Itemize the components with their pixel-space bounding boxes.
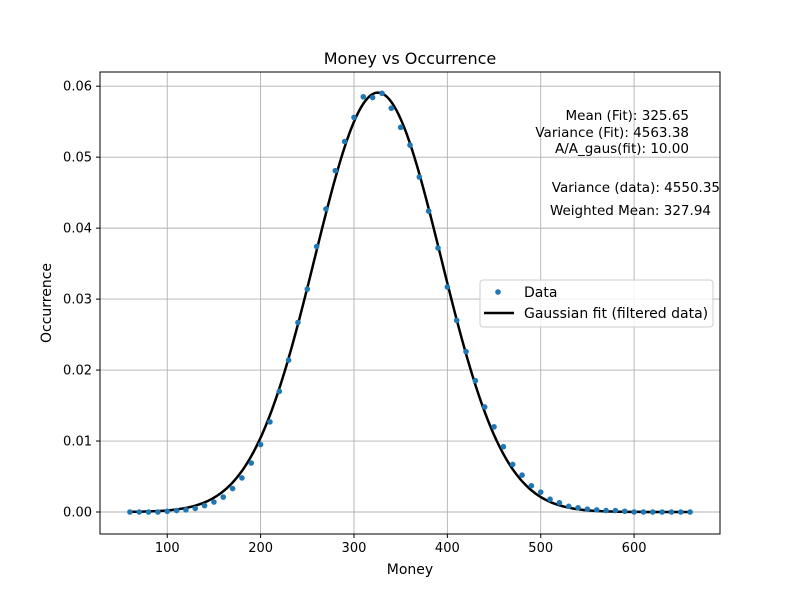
data-point: [341, 138, 348, 145]
x-tick-label: 200: [248, 541, 273, 556]
data-point: [360, 94, 367, 100]
data-point: [612, 507, 619, 514]
data-point: [444, 284, 451, 290]
y-tick-label: 0.00: [63, 506, 92, 521]
data-point: [537, 489, 544, 495]
data-point: [463, 348, 469, 355]
data-point: [491, 424, 497, 430]
annotation-amplitude-ratio: A/A_gaus(fit): 10.00: [555, 141, 689, 157]
x-axis-label: Money: [387, 562, 433, 578]
data-point: [257, 441, 264, 448]
data-point: [603, 507, 609, 514]
data-point: [640, 509, 647, 515]
x-tick-label: 600: [622, 541, 647, 556]
legend-box: [479, 279, 714, 328]
legend-label-data: Data: [524, 285, 557, 301]
data-point: [435, 245, 441, 251]
data-point: [192, 505, 199, 512]
data-point: [677, 509, 684, 515]
x-tick-label: 500: [528, 541, 553, 556]
legend-label-fit: Gaussian fit (filtered data): [524, 306, 708, 322]
x-tick-label: 400: [435, 541, 460, 556]
data-point: [621, 508, 628, 515]
data-point: [351, 114, 357, 121]
data-point: [575, 504, 581, 511]
plot-frame: [99, 71, 721, 535]
y-tick-label: 0.04: [63, 222, 92, 237]
data-point: [509, 461, 516, 468]
data-point: [332, 167, 339, 174]
y-tick-label: 0.03: [63, 293, 92, 308]
data-point: [481, 404, 488, 410]
data-point: [556, 499, 563, 506]
data-point: [323, 206, 329, 212]
data-point: [519, 472, 525, 478]
data-point: [500, 443, 507, 450]
data-point: [593, 507, 600, 513]
data-point: [584, 506, 591, 512]
data-point: [276, 388, 283, 395]
annotation-mean-fit: Mean (Fit): 325.65: [565, 108, 689, 124]
data-point: [164, 508, 171, 515]
legend-marker-data: [495, 289, 501, 295]
data-point: [183, 507, 189, 513]
data-point: [453, 317, 460, 324]
data-point: [687, 509, 693, 515]
data-point: [631, 509, 637, 515]
data-point: [313, 243, 320, 250]
data-point: [239, 475, 245, 481]
data-point: [285, 357, 292, 363]
annotation-variance-fit: Variance (Fit): 4563.38: [535, 125, 689, 141]
data-point: [397, 124, 404, 131]
axis-ticks: 100 200 300 400 500 600 0.00 0.01 0.02 0.03 0.04 0.…: [63, 80, 646, 556]
data-point: [659, 509, 665, 515]
data-point: [416, 174, 423, 180]
x-tick-label: 100: [155, 541, 180, 556]
x-tick-label: 300: [342, 541, 367, 556]
y-axis-label: Occurrence: [39, 263, 55, 343]
data-point: [136, 509, 143, 515]
data-point: [369, 94, 376, 101]
y-tick-label: 0.01: [63, 435, 92, 450]
data-point: [211, 499, 217, 505]
y-tick-label: 0.06: [63, 80, 92, 95]
annotation-weighted-mean: Weighted Mean: 327.94: [550, 203, 711, 219]
legend: Data Gaussian fit (filtered data): [479, 279, 714, 328]
data-points-layer: [127, 90, 693, 515]
data-point: [565, 503, 572, 510]
data-point: [173, 507, 180, 514]
data-point: [472, 377, 479, 384]
data-point: [379, 90, 385, 97]
data-point: [229, 485, 236, 492]
data-point: [295, 319, 301, 326]
data-point: [649, 509, 656, 515]
data-point: [425, 208, 432, 214]
y-tick-label: 0.02: [63, 364, 92, 379]
data-point: [248, 460, 255, 466]
data-point: [407, 142, 413, 148]
y-tick-label: 0.05: [63, 151, 92, 166]
data-point: [528, 482, 535, 489]
annotation-variance-data: Variance (data): 4550.35: [552, 180, 720, 196]
data-point: [155, 509, 161, 515]
data-point: [388, 105, 395, 111]
data-point: [668, 509, 675, 515]
data-point: [127, 509, 133, 515]
data-point: [220, 494, 227, 500]
data-point: [267, 419, 273, 425]
data-point: [201, 502, 208, 509]
data-point: [547, 496, 553, 503]
data-point: [145, 509, 152, 515]
chart-title: Money vs Occurrence: [324, 49, 497, 68]
data-point: [304, 286, 311, 292]
